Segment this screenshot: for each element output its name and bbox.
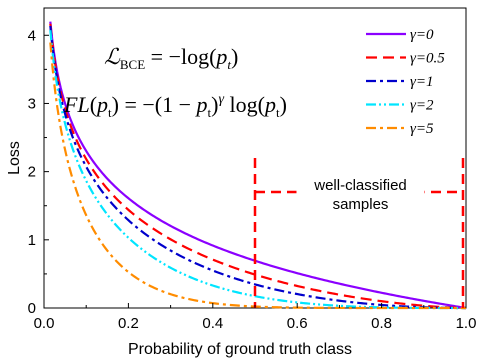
x-tick-label: 0.2 <box>118 315 139 332</box>
y-axis-title: Loss <box>6 141 23 175</box>
y-tick-label: 3 <box>28 95 36 112</box>
x-tick-label: 1.0 <box>456 315 477 332</box>
series-line-2 <box>49 25 466 310</box>
y-tick-label: 1 <box>28 232 36 249</box>
well-classified-annotation: well-classified samples <box>253 158 465 308</box>
formula-fl: FL(pt) = −(1 − pt)γ log(pt) <box>63 92 287 120</box>
legend-label-1: γ=0.5 <box>410 51 445 67</box>
annotation-label-bg <box>296 176 425 214</box>
curves <box>49 21 467 310</box>
legend-label-2: γ=1 <box>410 74 434 90</box>
y-tick-label: 0 <box>28 300 36 317</box>
legend: γ=0 γ=0.5 γ=1 γ=2 γ=5 <box>366 27 445 137</box>
series-line-4 <box>49 42 466 310</box>
x-tick-label: 0.8 <box>371 315 392 332</box>
axis-ticks: 0.0 0.2 0.4 0.6 0.8 1.0 0 1 2 3 4 <box>28 27 477 332</box>
y-tick-label: 4 <box>28 27 36 44</box>
series-line-3 <box>49 30 466 310</box>
annotation-line-2: samples <box>333 196 389 213</box>
x-tick-label: 0.4 <box>202 315 223 332</box>
x-tick-label: 0.0 <box>34 315 55 332</box>
x-axis-title: Probability of ground truth class <box>128 341 352 358</box>
y-tick-label: 2 <box>28 164 36 181</box>
legend-label-0: γ=0 <box>410 27 434 43</box>
legend-label-3: γ=2 <box>410 98 434 114</box>
annotation-line-1: well-classified <box>313 177 407 194</box>
series-line-0 <box>49 21 467 310</box>
formula-bce: ℒBCE = −log(pt) <box>104 44 238 72</box>
x-tick-label: 0.6 <box>287 315 308 332</box>
legend-label-4: γ=5 <box>410 121 434 137</box>
series-line-1 <box>49 23 467 310</box>
